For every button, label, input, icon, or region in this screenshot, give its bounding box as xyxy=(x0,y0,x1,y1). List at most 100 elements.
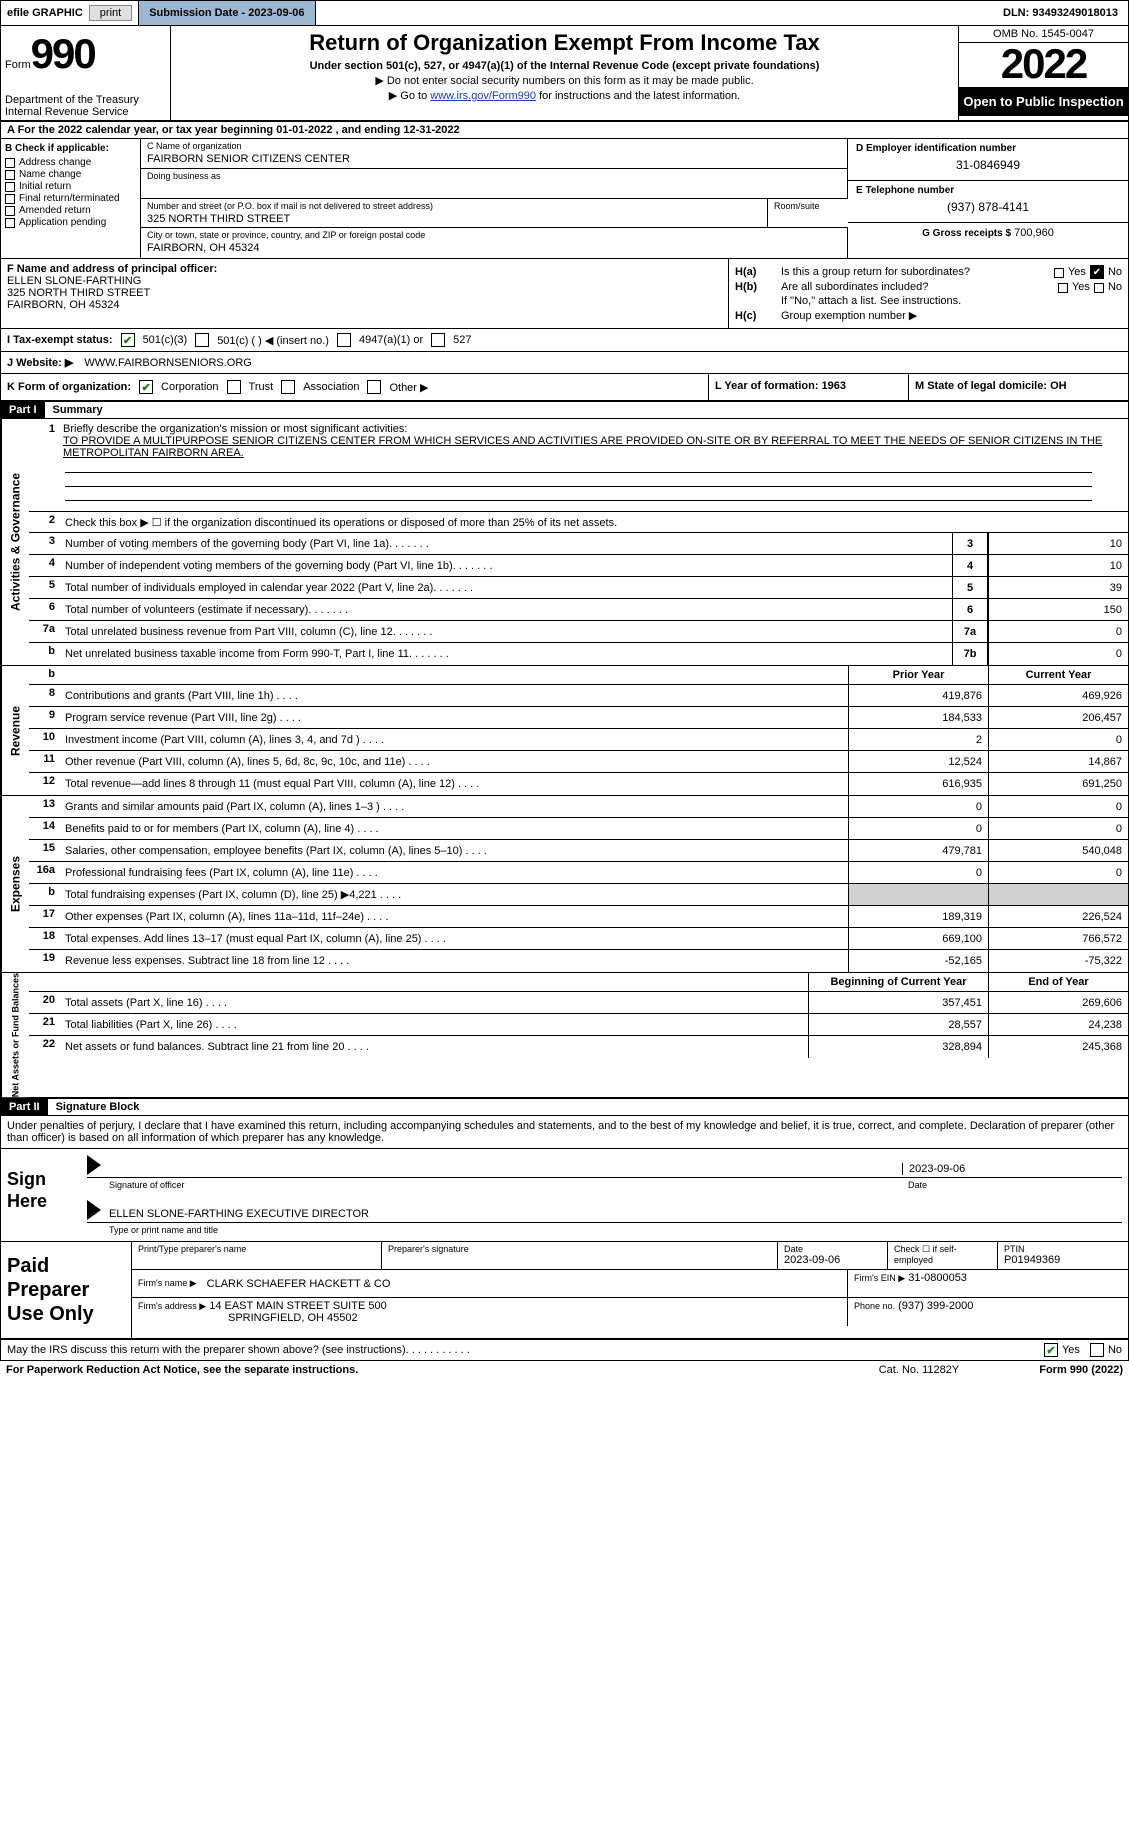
hb-text: Are all subordinates included? xyxy=(781,281,928,293)
line-num: 7a xyxy=(29,621,59,642)
summary-line: 5Total number of individuals employed in… xyxy=(29,577,1128,599)
prep-sig-label: Preparer's signature xyxy=(382,1242,778,1269)
row-f-h: F Name and address of principal officer:… xyxy=(0,259,1129,329)
arrow-icon xyxy=(87,1155,101,1175)
prep-row-3: Firm's address ▶ 14 EAST MAIN STREET SUI… xyxy=(132,1298,1128,1326)
summary-line: 4Number of independent voting members of… xyxy=(29,555,1128,577)
chk-final-return[interactable]: Final return/terminated xyxy=(5,193,136,204)
line-text: Total number of volunteers (estimate if … xyxy=(59,599,952,620)
line-num: 13 xyxy=(29,796,59,817)
summary-line: 9Program service revenue (Part VIII, lin… xyxy=(29,707,1128,729)
line-text: Total fundraising expenses (Part IX, col… xyxy=(59,884,848,905)
sig-labels-1: Signature of officer Date xyxy=(87,1180,1122,1190)
line-num: b xyxy=(29,884,59,905)
line-num: 16a xyxy=(29,862,59,883)
opt-assoc: Association xyxy=(303,381,359,393)
hdr-eoy: End of Year xyxy=(988,973,1128,991)
line-num: 18 xyxy=(29,928,59,949)
line-current-year: 0 xyxy=(988,818,1128,839)
checkbox-4947[interactable] xyxy=(337,333,351,347)
checkbox-527[interactable] xyxy=(431,333,445,347)
firm-addr-label: Firm's address ▶ xyxy=(138,1301,206,1311)
line-text: Other revenue (Part VIII, column (A), li… xyxy=(59,751,848,772)
line-prior-year: 0 xyxy=(848,818,988,839)
line-box: 5 xyxy=(952,577,988,598)
m-label: M State of legal domicile: OH xyxy=(915,380,1067,392)
line-prior-year: -52,165 xyxy=(848,950,988,972)
summary-line: 15Salaries, other compensation, employee… xyxy=(29,840,1128,862)
checkbox-other[interactable] xyxy=(367,380,381,394)
row-j-website: J Website: ▶ WWW.FAIRBORNSENIORS.ORG xyxy=(0,352,1129,374)
open-to-public: Open to Public Inspection xyxy=(959,88,1128,116)
phone-value: (937) 399-2000 xyxy=(898,1300,973,1312)
col-l-year: L Year of formation: 1963 xyxy=(708,374,908,400)
footer-final-row: For Paperwork Reduction Act Notice, see … xyxy=(0,1361,1129,1379)
checkbox-discuss-yes[interactable] xyxy=(1044,1343,1058,1357)
chk-address-change[interactable]: Address change xyxy=(5,157,136,168)
cell-d-ein: D Employer identification number 31-0846… xyxy=(848,139,1128,181)
blank-line xyxy=(65,459,1092,473)
print-button[interactable]: print xyxy=(89,5,132,21)
checkbox-icon[interactable] xyxy=(1054,268,1064,278)
checkbox-corporation[interactable] xyxy=(139,380,153,394)
summary-line: 18Total expenses. Add lines 13–17 (must … xyxy=(29,928,1128,950)
cell-street: Number and street (or P.O. box if mail i… xyxy=(141,199,768,227)
f-city: FAIRBORN, OH 45324 xyxy=(7,299,722,311)
no-label: No xyxy=(1108,281,1122,293)
checkbox-icon[interactable] xyxy=(1058,283,1068,293)
line-prior-year: 328,894 xyxy=(808,1036,988,1058)
line-text: Program service revenue (Part VIII, line… xyxy=(59,707,848,728)
d-label: D Employer identification number xyxy=(856,143,1120,154)
chk-initial-return[interactable]: Initial return xyxy=(5,181,136,192)
checkbox-icon xyxy=(5,206,15,216)
line-current-year: 24,238 xyxy=(988,1014,1128,1035)
dba-value xyxy=(147,181,841,183)
line-num: 6 xyxy=(29,599,59,620)
checkbox-checked-icon[interactable]: ✔ xyxy=(1090,265,1104,279)
checkbox-501c3[interactable] xyxy=(121,333,135,347)
line-current-year: 469,926 xyxy=(988,685,1128,706)
checkbox-association[interactable] xyxy=(281,380,295,394)
line2-text: Check this box ▶ ☐ if the organization d… xyxy=(59,512,1128,532)
line-prior-year: 2 xyxy=(848,729,988,750)
prep-name-label: Print/Type preparer's name xyxy=(132,1242,382,1269)
irs-link[interactable]: www.irs.gov/Form990 xyxy=(430,90,536,102)
city-value: FAIRBORN, OH 45324 xyxy=(147,240,841,254)
checkbox-discuss-no[interactable] xyxy=(1090,1343,1104,1357)
sign-here-content: 2023-09-06 Signature of officer Date ELL… xyxy=(81,1149,1128,1241)
sig-row-2: ELLEN SLONE-FARTHING EXECUTIVE DIRECTOR xyxy=(87,1200,1122,1223)
chk-name-change[interactable]: Name change xyxy=(5,169,136,180)
summary-line: bTotal fundraising expenses (Part IX, co… xyxy=(29,884,1128,906)
summary-line: 21Total liabilities (Part X, line 26) . … xyxy=(29,1014,1128,1036)
line-box: 4 xyxy=(952,555,988,576)
firm-ein-label: Firm's EIN ▶ xyxy=(854,1273,905,1283)
opt-4947: 4947(a)(1) or xyxy=(359,334,423,346)
chk-application-pending[interactable]: Application pending xyxy=(5,217,136,228)
line-text: Total expenses. Add lines 13–17 (must eq… xyxy=(59,928,848,949)
f-street: 325 NORTH THIRD STREET xyxy=(7,287,722,299)
line-num: 11 xyxy=(29,751,59,772)
rev-col-headers: b Prior Year Current Year xyxy=(29,666,1128,685)
ha-label: H(a) xyxy=(735,266,775,278)
prep-table: Print/Type preparer's name Preparer's si… xyxy=(131,1242,1128,1338)
line-text: Grants and similar amounts paid (Part IX… xyxy=(59,796,848,817)
checkbox-icon[interactable] xyxy=(1094,283,1104,293)
line-text: Number of independent voting members of … xyxy=(59,555,952,576)
line-value: 0 xyxy=(988,643,1128,665)
line-num: 20 xyxy=(29,992,59,1013)
firm-ein-cell: Firm's EIN ▶ 31-0800053 xyxy=(848,1270,1128,1297)
l-label: L Year of formation: 1963 xyxy=(715,380,846,392)
top-bar: efile GRAPHIC print Submission Date - 20… xyxy=(0,0,1129,26)
section-activities-governance: Activities & Governance 1 Briefly descri… xyxy=(0,419,1129,666)
line-text: Total liabilities (Part X, line 26) . . … xyxy=(59,1014,808,1035)
line-prior-year: 616,935 xyxy=(848,773,988,795)
line-value: 150 xyxy=(988,599,1128,620)
form-word: Form xyxy=(5,59,31,71)
summary-line: 6Total number of volunteers (estimate if… xyxy=(29,599,1128,621)
chk-amended-return[interactable]: Amended return xyxy=(5,205,136,216)
checkbox-501c[interactable] xyxy=(195,333,209,347)
line-current-year: 269,606 xyxy=(988,992,1128,1013)
form-footer: Form 990 (2022) xyxy=(1039,1364,1123,1376)
checkbox-trust[interactable] xyxy=(227,380,241,394)
org-name-label: C Name of organization xyxy=(147,141,841,151)
